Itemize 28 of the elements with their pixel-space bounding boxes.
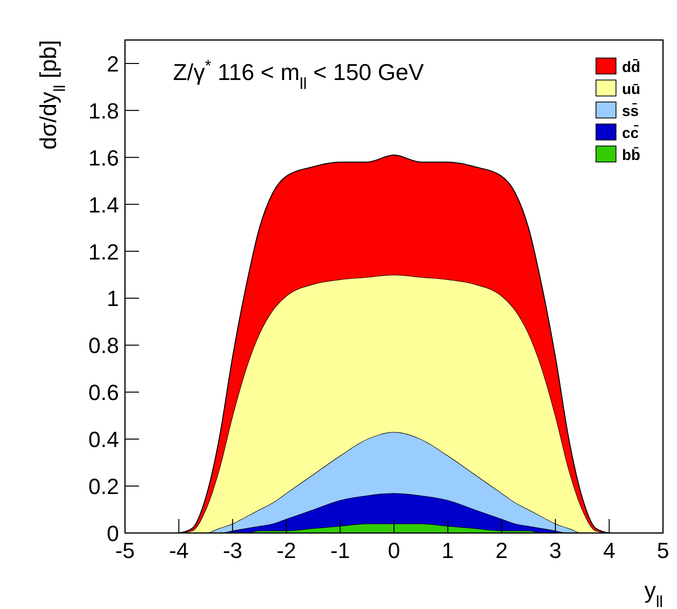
legend-label: bb̄	[622, 147, 640, 164]
x-tick-label: 5	[656, 538, 670, 563]
y-tick-label: 0.6	[88, 380, 119, 406]
y-tick-label: 0	[106, 521, 119, 546]
x-tick-label: 4	[603, 538, 616, 563]
y-tick-label: 0.2	[88, 474, 119, 500]
x-tick-label: 3	[549, 538, 562, 563]
y-tick-label: 1.6	[88, 145, 119, 170]
y-tick-label: 1.4	[88, 192, 119, 218]
x-tick-label: -1	[330, 538, 350, 563]
legend-label: cc̄	[622, 125, 640, 142]
x-axis-title: y$_{ll}$	[644, 577, 663, 609]
y-tick-label: 2	[106, 51, 119, 76]
y-tick-label: 1	[106, 286, 119, 312]
y-tick-label: 0.4	[88, 427, 119, 452]
legend-label: uū	[622, 81, 640, 98]
x-tick-label: 1	[442, 538, 454, 563]
x-tick-label: 0	[388, 538, 400, 563]
x-tick-label: 2	[495, 538, 508, 563]
y-tick-label: 1.8	[88, 98, 119, 124]
x-tick-label: -4	[169, 538, 189, 563]
y-tick-label: 1.2	[88, 239, 119, 264]
x-tick-label: -3	[222, 538, 242, 563]
y-tick-label: 0.8	[88, 333, 119, 358]
x-tick-label: -2	[276, 538, 296, 563]
legend-label: dd̄	[622, 59, 640, 76]
text: Z/γ$^{*}$ 116 < m$_{ll}$ < 150 GeV	[173, 57, 424, 93]
legend-label: ss̄	[622, 103, 639, 120]
